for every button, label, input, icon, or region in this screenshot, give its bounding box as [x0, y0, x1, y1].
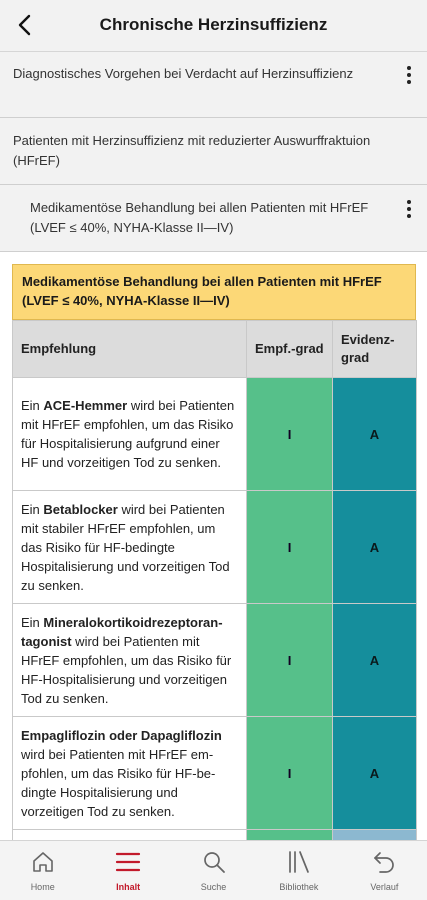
nav-home[interactable]: Home: [0, 841, 85, 900]
bottom-navigation: Home Inhalt Suche Bibliothek Verlauf: [0, 840, 427, 900]
evidence-grade: A: [332, 716, 417, 830]
breadcrumb-label: Patienten mit Herzinsuffizienz mit reduz…: [13, 133, 371, 168]
nav-label: Bibliothek: [279, 882, 319, 892]
recommendation-text: [12, 829, 247, 840]
breadcrumb-label: Medikamentöse Behandlung bei allen Patie…: [30, 200, 369, 235]
history-icon: [371, 849, 397, 875]
breadcrumb-item-hfref[interactable]: Patienten mit Herzinsuffizienz mit reduz…: [0, 118, 427, 185]
breadcrumb-item-medikamentoes[interactable]: Medikamentöse Behandlung bei allen Patie…: [0, 185, 427, 252]
nav-inhalt[interactable]: Inhalt: [85, 841, 170, 900]
page-title: Chronische Herzinsuffizienz: [99, 15, 328, 34]
recommendation-title: Medikamentöse Behandlung bei allen Patie…: [12, 264, 416, 320]
nav-bibliothek[interactable]: Bibliothek: [256, 841, 341, 900]
more-options-icon[interactable]: [397, 195, 421, 223]
nav-verlauf[interactable]: Verlauf: [342, 841, 427, 900]
evidence-grade: A: [332, 377, 417, 491]
back-arrow-icon: [18, 14, 31, 36]
table-row: Empagliflozin oder Dapagliflozin wird be…: [12, 716, 417, 830]
nav-label: Verlauf: [370, 882, 399, 892]
evidence-grade: A: [332, 603, 417, 717]
column-header-empfehlungsgrad: Empf.-grad: [246, 320, 333, 378]
app-header: Chronische Herzinsuffizienz: [0, 0, 427, 52]
recommendation-text: Empagliflozin oder Dapagliflozin wird be…: [12, 716, 247, 830]
recommendation-text: Ein Mineralokortikoidrezeptoran­tagonist…: [12, 603, 247, 717]
table-row: Ein ACE-Hemmer wird bei Patien­ten mit H…: [12, 377, 417, 491]
home-icon: [30, 849, 56, 875]
back-button[interactable]: [8, 8, 42, 42]
recommendation-text: Ein Betablocker wird bei Patien­ten mit …: [12, 490, 247, 604]
table-row: Ein Mineralokortikoidrezeptoran­tagonist…: [12, 603, 417, 717]
table-row: Ein Betablocker wird bei Patien­ten mit …: [12, 490, 417, 604]
nav-suche[interactable]: Suche: [171, 841, 256, 900]
search-icon: [201, 849, 227, 875]
evidence-grade: [332, 829, 417, 840]
nav-label: Suche: [200, 882, 227, 892]
table-header-row: Empfehlung Empf.-grad Evidenz-grad: [12, 320, 417, 378]
recommendation-text: Ein ACE-Hemmer wird bei Patien­ten mit H…: [12, 377, 247, 491]
column-header-evidenzgrad: Evidenz-grad: [332, 320, 417, 378]
recommendation-grade: I: [246, 603, 333, 717]
breadcrumb-item-diagnostik[interactable]: Diagnostisches Vorgehen bei Verdacht auf…: [0, 52, 427, 118]
evidence-grade: A: [332, 490, 417, 604]
library-icon: [286, 849, 312, 875]
recommendation-table: Empfehlung Empf.-grad Evidenz-grad Ein A…: [12, 320, 417, 840]
nav-label: Inhalt: [116, 882, 141, 892]
menu-icon: [115, 849, 141, 875]
recommendation-grade: I: [246, 716, 333, 830]
recommendation-grade: [246, 829, 333, 840]
recommendation-grade: I: [246, 377, 333, 491]
content-area[interactable]: Medikamentöse Behandlung bei allen Patie…: [0, 252, 427, 840]
more-options-icon[interactable]: [397, 61, 421, 89]
recommendation-grade: I: [246, 490, 333, 604]
table-row-partial: [12, 829, 417, 840]
column-header-empfehlung: Empfehlung: [12, 320, 247, 378]
breadcrumb-label: Diagnostisches Vorgehen bei Verdacht auf…: [13, 66, 354, 81]
nav-label: Home: [30, 882, 55, 892]
